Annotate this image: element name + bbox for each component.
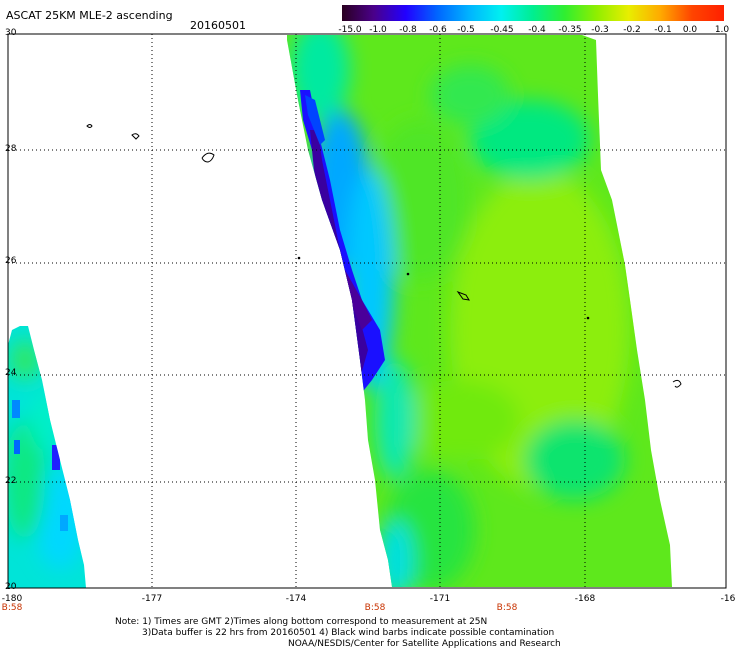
colorbar-label: -1.0	[369, 25, 387, 35]
note-line-1: Note: 1) Times are GMT 2)Times along bot…	[115, 617, 488, 627]
credit-line: NOAA/NESDIS/Center for Satellite Applica…	[288, 639, 561, 649]
island-outlines	[86, 124, 682, 388]
colorbar-label: -0.3	[591, 25, 609, 35]
lon-tick-label: -168	[574, 594, 596, 604]
lon-tick-label: -177	[141, 594, 163, 604]
colorbar-label: -0.5	[457, 25, 475, 35]
colorbar-label: -15.0	[338, 25, 362, 35]
colorbar-label: -0.4	[528, 25, 546, 35]
colorbar-labels: -15.0 -1.0 -0.8 -0.6 -0.5 -0.45 -0.4 -0.…	[330, 25, 730, 37]
pass-time-label: B:58	[1, 603, 23, 613]
lon-tick-label: -174	[285, 594, 307, 604]
swath-main	[287, 35, 672, 587]
colorbar-label: 1.0	[714, 25, 730, 35]
lon-tick-label: -180	[1, 594, 23, 604]
lat-tick-label: 24	[5, 368, 17, 378]
lat-tick-label: 30	[5, 28, 17, 38]
note-line-2: 3)Data buffer is 22 hrs from 20160501 4)…	[142, 628, 555, 638]
colorbar-label: 0.0	[682, 25, 698, 35]
figure-title: ASCAT 25KM MLE-2 ascending	[6, 9, 173, 22]
colorbar-label: -0.6	[429, 25, 447, 35]
lat-tick-label: 26	[5, 256, 17, 266]
colorbar	[342, 5, 724, 21]
pass-time-label: B:58	[364, 603, 386, 613]
colorbar-label: -0.1	[654, 25, 672, 35]
figure-date: 20160501	[190, 19, 246, 32]
lat-tick-label: 28	[5, 144, 17, 154]
swath-left	[8, 326, 86, 588]
colorbar-label: -0.2	[623, 25, 641, 35]
colorbar-label: -0.8	[399, 25, 417, 35]
lat-tick-label: 20	[5, 582, 17, 592]
lat-tick-label: 22	[5, 476, 17, 486]
graticule	[8, 34, 726, 588]
pass-time-label: B:58	[496, 603, 518, 613]
colorbar-label: -0.45	[490, 25, 514, 35]
colorbar-gradient	[342, 5, 724, 21]
map-frame	[7, 33, 727, 589]
colorbar-label: -0.35	[558, 25, 582, 35]
lon-tick-label: -171	[429, 594, 451, 604]
lon-tick-label: -16	[720, 594, 736, 604]
